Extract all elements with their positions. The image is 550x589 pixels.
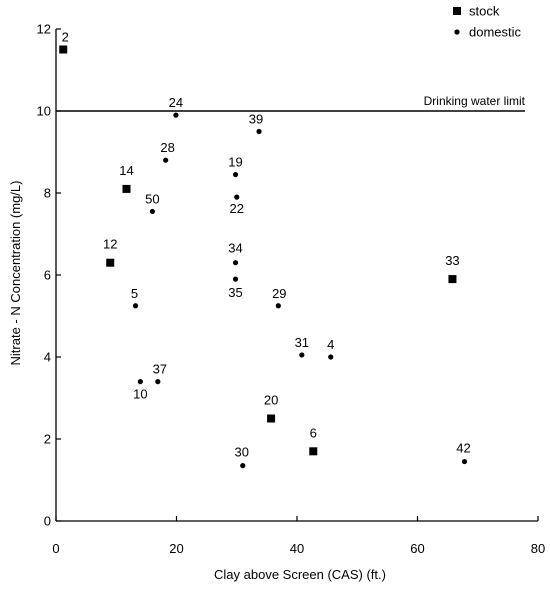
legend-label: stock <box>469 4 500 19</box>
point-label: 42 <box>456 441 470 456</box>
x-tick-label: 0 <box>52 541 59 556</box>
domestic-point <box>232 171 239 178</box>
point-label: 10 <box>133 387 147 402</box>
stock-point <box>309 447 318 456</box>
x-tick-label: 60 <box>410 541 424 556</box>
data-points <box>59 45 468 469</box>
domestic-point <box>232 276 239 282</box>
stock-point <box>122 184 131 193</box>
y-tick-label: 8 <box>44 186 51 201</box>
drinking-water-limit-label: Drinking water limit <box>424 94 526 108</box>
point-label: 2 <box>62 30 69 45</box>
y-tick-label: 2 <box>44 432 51 447</box>
point-label: 22 <box>230 201 244 216</box>
legend-label: domestic <box>469 25 522 40</box>
stock-point <box>59 45 68 54</box>
domestic-point <box>299 352 305 358</box>
point-label: 33 <box>445 253 459 268</box>
point-label: 5 <box>131 286 138 301</box>
point-label: 31 <box>295 335 309 350</box>
point-label: 37 <box>153 362 167 377</box>
point-label: 14 <box>119 163 133 178</box>
y-axis-title: Nitrate - N Concentration (mg/L) <box>8 181 23 366</box>
domestic-point <box>173 112 179 118</box>
point-label: 34 <box>228 241 242 256</box>
domestic-point <box>234 194 240 200</box>
point-label: 50 <box>145 191 159 206</box>
point-labels: 2 14 12 33 20 6 24 39 28 19 22 50 34 35 5 29 31 4 37 10 30 42 <box>62 30 471 460</box>
domestic-point <box>461 458 468 465</box>
domestic-point <box>256 128 262 135</box>
legend: stock domestic <box>453 4 522 40</box>
stock-point <box>106 258 115 267</box>
point-label: 20 <box>264 393 278 408</box>
x-tick-label: 80 <box>531 541 545 556</box>
x-axis-title: Clay above Screen (CAS) (ft.) <box>214 567 386 582</box>
domestic-point <box>137 379 143 385</box>
point-label: 24 <box>169 95 183 110</box>
y-tick-label: 12 <box>37 22 51 37</box>
domestic-point <box>163 157 169 163</box>
point-label: 4 <box>327 337 334 352</box>
point-label: 39 <box>249 112 263 127</box>
stock-point <box>267 414 276 423</box>
legend-domestic-marker <box>454 29 460 35</box>
y-tick-label: 10 <box>37 104 51 119</box>
point-label: 6 <box>310 425 317 440</box>
domestic-point <box>275 303 281 309</box>
domestic-point <box>155 379 161 385</box>
legend-stock-marker <box>453 7 461 15</box>
point-label: 12 <box>103 237 117 252</box>
domestic-point <box>328 354 334 360</box>
domestic-point <box>149 208 155 215</box>
x-tick-label: 40 <box>290 541 304 556</box>
y-tick-label: 6 <box>44 268 51 283</box>
point-label: 35 <box>228 285 242 300</box>
x-tick-label: 20 <box>169 541 183 556</box>
y-tick-label: 0 <box>44 514 51 529</box>
domestic-point <box>232 260 239 266</box>
point-label: 19 <box>228 155 242 170</box>
y-tick-label: 4 <box>44 350 51 365</box>
domestic-point <box>132 303 139 309</box>
domestic-point <box>240 463 246 469</box>
stock-point <box>448 275 457 284</box>
point-label: 29 <box>272 286 286 301</box>
reference-line-group: Drinking water limit <box>56 94 526 112</box>
point-label: 28 <box>160 140 174 155</box>
point-label: 30 <box>235 445 249 460</box>
